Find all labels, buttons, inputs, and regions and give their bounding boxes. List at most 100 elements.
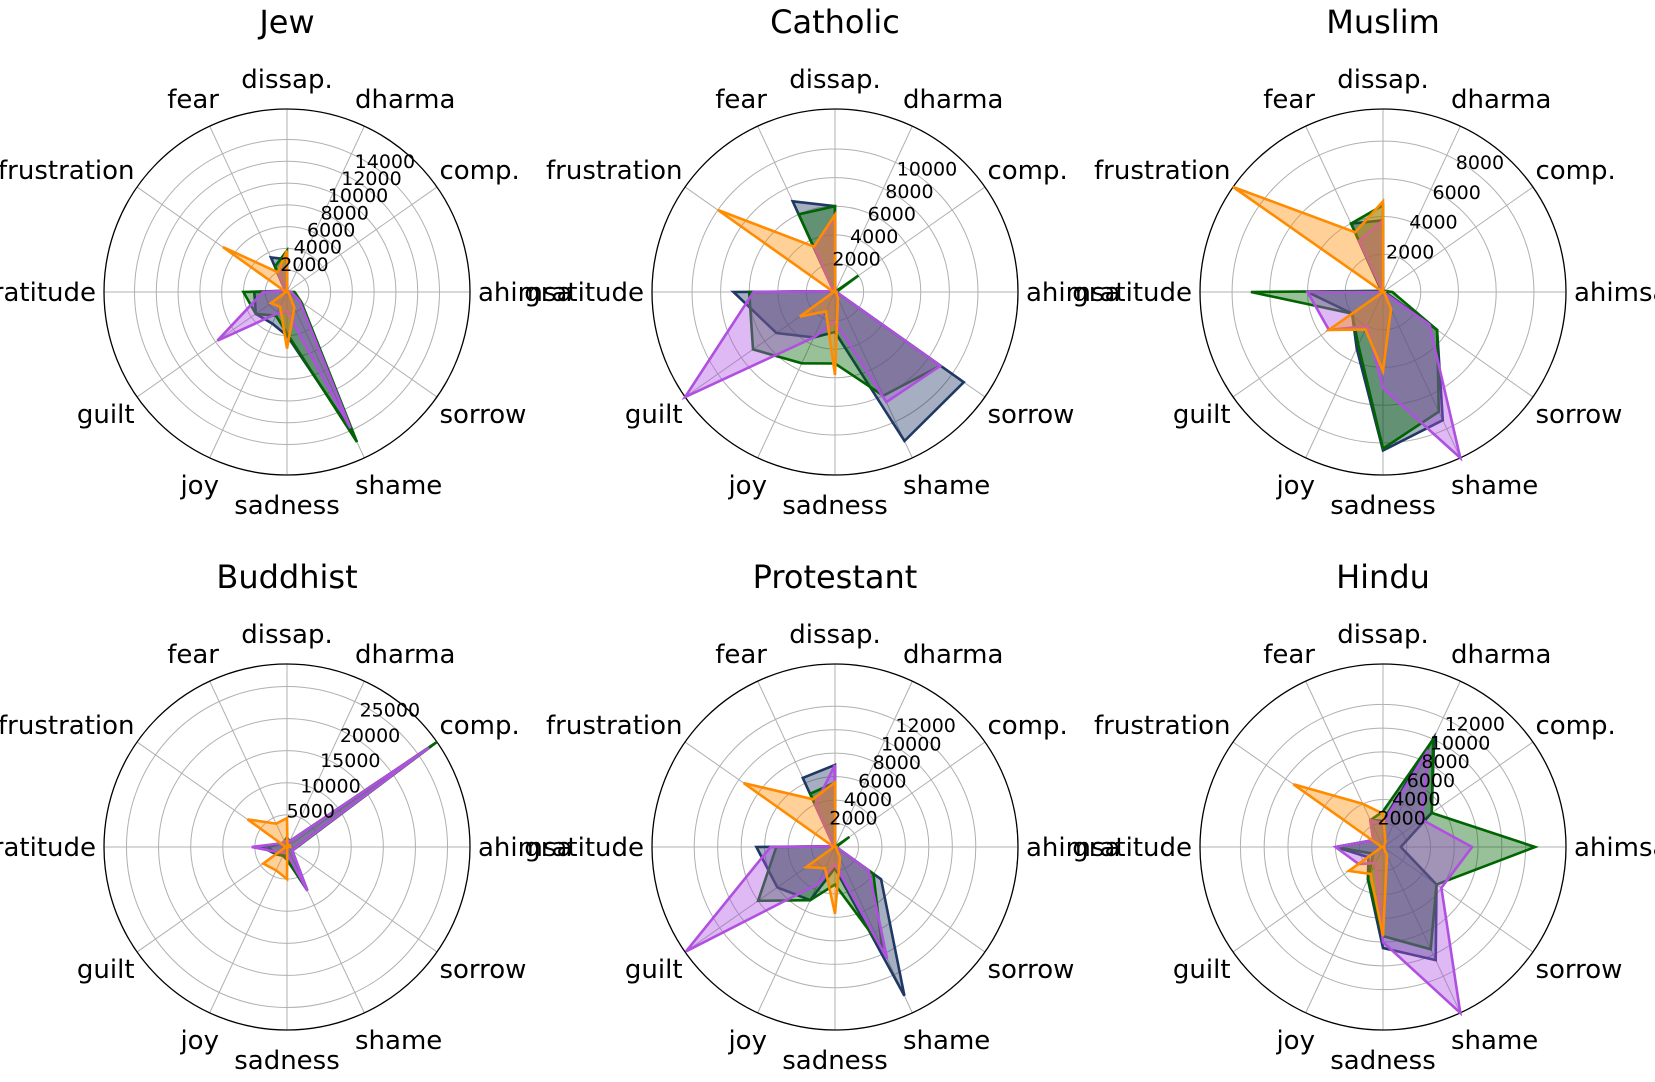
axis-label-dissap: dissap.	[789, 65, 881, 95]
axis-label-sorrow: sorrow	[439, 955, 526, 985]
tick-label: 2000	[832, 248, 880, 270]
outer-ring	[651, 108, 1019, 476]
axis-label-sadness: sadness	[234, 1046, 340, 1076]
tick-label: 6000	[307, 219, 355, 241]
axis-label-gratitude: gratitude	[0, 833, 96, 863]
axis-label-joy: joy	[179, 1026, 219, 1056]
series-polygon-3	[222, 245, 296, 349]
axis-label-fear: fear	[1263, 85, 1315, 115]
grid-spoke	[209, 680, 288, 848]
axis-label-shame: shame	[1451, 471, 1538, 501]
grid-spoke	[286, 125, 365, 293]
grid-spoke	[136, 291, 288, 398]
tick-label: 10000	[328, 185, 388, 207]
grid-spoke	[1382, 680, 1461, 848]
tick-label: 6000	[1433, 182, 1481, 204]
grid-spoke	[286, 186, 438, 293]
grid-spoke	[1382, 186, 1534, 293]
axis-label-sadness: sadness	[782, 491, 888, 521]
grid-spoke	[1382, 291, 1461, 459]
tick-label: 2000	[1386, 241, 1434, 263]
series-polygon-1	[241, 246, 359, 443]
axis-label-dissap: dissap.	[789, 620, 881, 650]
tick-label: 4000	[1409, 212, 1457, 234]
tick-label: 2000	[1377, 807, 1425, 829]
grid-spoke	[757, 846, 836, 1014]
axis-label-dissap: dissap.	[1337, 620, 1429, 650]
axis-label-comp: comp.	[987, 156, 1067, 186]
axis-label-dharma: dharma	[355, 640, 455, 670]
axis-label-dharma: dharma	[903, 85, 1003, 115]
chart-title: Protestant	[753, 558, 918, 596]
tick-label: 14000	[355, 151, 415, 173]
axis-label-guilt: guilt	[625, 400, 683, 430]
tick-label: 6000	[1407, 770, 1455, 792]
axis-label-dharma: dharma	[1451, 85, 1551, 115]
grid-spoke	[209, 291, 288, 459]
series-polygon-3	[717, 208, 840, 376]
tick-label: 2000	[829, 808, 877, 830]
axis-label-dissap: dissap.	[241, 65, 333, 95]
axis-label-guilt: guilt	[1173, 955, 1231, 985]
axis-label-sadness: sadness	[1330, 491, 1436, 521]
tick-label: 12000	[1445, 714, 1505, 736]
axis-label-comp: comp.	[1535, 711, 1615, 741]
axis-label-joy: joy	[1275, 1026, 1315, 1056]
axis-label-ahimsa: ahimsa	[1574, 278, 1655, 308]
tick-label: 8000	[1456, 152, 1504, 174]
axis-label-dharma: dharma	[903, 640, 1003, 670]
axis-label-fear: fear	[1263, 640, 1315, 670]
axis-label-guilt: guilt	[77, 400, 135, 430]
axis-label-shame: shame	[903, 1026, 990, 1056]
tick-label: 20000	[340, 725, 400, 747]
tick-label: 8000	[320, 202, 368, 224]
grid-spoke	[757, 291, 836, 459]
grid-spoke	[1382, 741, 1534, 848]
grid-spoke	[1305, 291, 1384, 459]
radar-chart-muslim: 2000 4000 6000 8000 ahimsa comp. dharma dissap.…	[1072, 3, 1655, 521]
axis-label-frustration: frustration	[0, 711, 135, 741]
axis-label-sorrow: sorrow	[987, 400, 1074, 430]
grid-spoke	[209, 846, 288, 1014]
tick-label: 12000	[895, 715, 955, 737]
axis-label-frustration: frustration	[546, 711, 683, 741]
tick-label: 6000	[868, 203, 916, 225]
axis-label-ahimsa: ahimsa	[478, 833, 572, 863]
axis-label-shame: shame	[903, 471, 990, 501]
tick-label: 5000	[287, 801, 335, 823]
tick-label: 10000	[1430, 732, 1490, 754]
outer-ring	[651, 663, 1019, 1031]
grid-spoke	[834, 186, 986, 293]
axis-label-fear: fear	[715, 640, 767, 670]
outer-ring	[1199, 663, 1567, 1031]
axis-label-sadness: sadness	[782, 1046, 888, 1076]
axis-label-joy: joy	[727, 471, 767, 501]
grid-spoke	[1382, 125, 1461, 293]
axis-label-frustration: frustration	[1094, 711, 1231, 741]
tick-label: 12000	[341, 168, 401, 190]
series-polygon-2	[251, 746, 430, 892]
chart-title: Catholic	[770, 3, 900, 41]
series-polygon-2	[685, 764, 889, 960]
axis-label-gratitude: gratitude	[1072, 278, 1192, 308]
grid-spoke	[834, 291, 913, 459]
chart-title: Buddhist	[216, 558, 357, 596]
grid-spoke	[136, 846, 288, 953]
axis-label-sorrow: sorrow	[439, 400, 526, 430]
axis-label-shame: shame	[355, 471, 442, 501]
series-polygon-3	[742, 779, 842, 915]
radar-chart-buddhist: 5000 10000 15000 20000 25000 ahimsa comp. dharm…	[0, 558, 572, 1076]
axis-label-frustration: frustration	[1094, 156, 1231, 186]
axis-label-joy: joy	[1275, 471, 1315, 501]
grid-spoke	[1382, 846, 1534, 953]
axis-label-frustration: frustration	[546, 156, 683, 186]
axis-label-ahimsa: ahimsa	[478, 278, 572, 308]
axis-label-ahimsa: ahimsa	[1026, 833, 1120, 863]
axis-label-guilt: guilt	[625, 955, 683, 985]
axis-label-dharma: dharma	[355, 85, 455, 115]
series-polygon-2	[1332, 749, 1475, 1017]
